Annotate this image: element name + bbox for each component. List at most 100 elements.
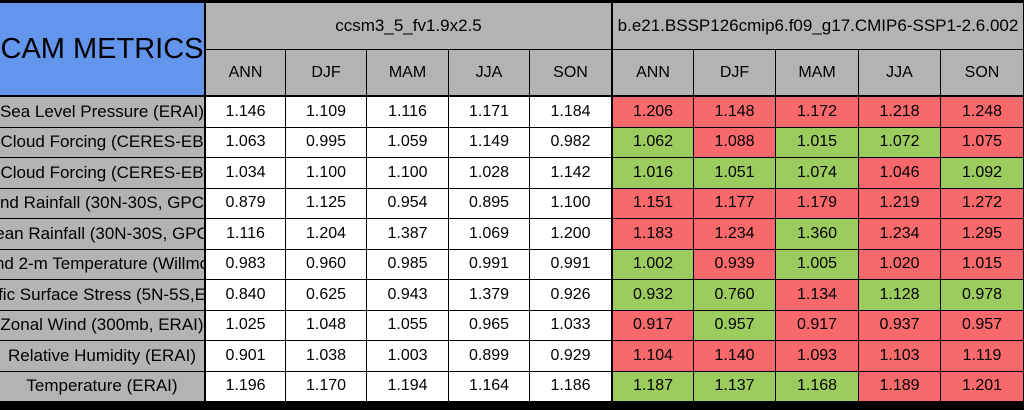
value-cell: 1.116 (205, 219, 286, 250)
value-cell: 1.104 (612, 341, 694, 372)
value-cell: 1.055 (367, 310, 449, 341)
value-cell: 1.069 (449, 219, 530, 250)
value-cell: 1.015 (941, 249, 1024, 280)
season-header-ann: ANN (205, 50, 286, 97)
value-cell: 1.272 (941, 188, 1024, 219)
value-cell: 1.048 (286, 310, 367, 341)
value-cell: 1.059 (367, 127, 449, 158)
value-cell: 0.995 (286, 127, 367, 158)
value-cell: 1.248 (941, 97, 1024, 128)
value-cell: 1.051 (694, 158, 776, 189)
value-cell: 1.219 (859, 188, 941, 219)
value-cell: 1.142 (530, 158, 612, 189)
value-cell: 1.088 (694, 127, 776, 158)
row-label: Sea Level Pressure (ERAI) (0, 97, 205, 128)
value-cell: 1.206 (612, 97, 694, 128)
value-cell: 1.119 (941, 341, 1024, 372)
value-cell: 0.932 (612, 280, 694, 311)
value-cell: 1.164 (449, 371, 530, 402)
value-cell: 1.033 (530, 310, 612, 341)
value-cell: 1.015 (776, 127, 859, 158)
value-cell: 1.234 (859, 219, 941, 250)
value-cell: 1.187 (612, 371, 694, 402)
season-header-ann: ANN (612, 50, 694, 97)
value-cell: 1.295 (941, 219, 1024, 250)
value-cell: 1.134 (776, 280, 859, 311)
value-cell: 1.170 (286, 371, 367, 402)
season-header-son: SON (941, 50, 1024, 97)
value-cell: 0.840 (205, 280, 286, 311)
value-cell: 0.978 (941, 280, 1024, 311)
value-cell: 0.917 (612, 310, 694, 341)
value-cell: 1.005 (776, 249, 859, 280)
value-cell: 1.234 (694, 219, 776, 250)
model1-header: ccsm3_5_fv1.9x2.5 (205, 3, 612, 50)
value-cell: 0.899 (449, 341, 530, 372)
value-cell: 1.201 (941, 371, 1024, 402)
value-cell: 1.003 (367, 341, 449, 372)
value-cell: 1.002 (612, 249, 694, 280)
season-header-son: SON (530, 50, 612, 97)
value-cell: 1.171 (449, 97, 530, 128)
value-cell: 1.028 (449, 158, 530, 189)
value-cell: 1.038 (286, 341, 367, 372)
value-cell: 1.100 (530, 188, 612, 219)
value-cell: 1.179 (776, 188, 859, 219)
model2-header: b.e21.BSSP126cmip6.f09_g17.CMIP6-SSP1-2.… (612, 3, 1024, 50)
value-cell: 0.879 (205, 188, 286, 219)
value-cell: 0.760 (694, 280, 776, 311)
row-label: Cloud Forcing (CERES-EB (0, 158, 205, 189)
value-cell: 0.937 (859, 310, 941, 341)
value-cell: 0.926 (530, 280, 612, 311)
value-cell: 1.387 (367, 219, 449, 250)
value-cell: 0.901 (205, 341, 286, 372)
value-cell: 0.954 (367, 188, 449, 219)
row-label: Relative Humidity (ERAI) (0, 341, 205, 372)
season-header-mam: MAM (367, 50, 449, 97)
value-cell: 1.204 (286, 219, 367, 250)
value-cell: 0.985 (367, 249, 449, 280)
value-cell: 1.062 (612, 127, 694, 158)
value-cell: 1.116 (367, 97, 449, 128)
value-cell: 0.625 (286, 280, 367, 311)
row-label: nd Rainfall (30N-30S, GPC (0, 188, 205, 219)
value-cell: 1.025 (205, 310, 286, 341)
value-cell: 1.360 (776, 219, 859, 250)
value-cell: 1.092 (941, 158, 1024, 189)
value-cell: 1.100 (286, 158, 367, 189)
value-cell: 0.960 (286, 249, 367, 280)
row-label: fic Surface Stress (5N-5S,E (0, 280, 205, 311)
row-label: Zonal Wind (300mb, ERAI) (0, 310, 205, 341)
value-cell: 0.895 (449, 188, 530, 219)
value-cell: 0.983 (205, 249, 286, 280)
row-label: Cloud Forcing (CERES-EB (0, 127, 205, 158)
value-cell: 0.957 (694, 310, 776, 341)
value-cell: 1.172 (776, 97, 859, 128)
value-cell: 1.218 (859, 97, 941, 128)
row-label: Temperature (ERAI) (0, 371, 205, 402)
value-cell: 1.137 (694, 371, 776, 402)
value-cell: 1.100 (367, 158, 449, 189)
value-cell: 0.991 (530, 249, 612, 280)
value-cell: 1.046 (859, 158, 941, 189)
value-cell: 0.957 (941, 310, 1024, 341)
value-cell: 0.965 (449, 310, 530, 341)
value-cell: 1.140 (694, 341, 776, 372)
value-cell: 0.991 (449, 249, 530, 280)
season-header-djf: DJF (286, 50, 367, 97)
value-cell: 1.186 (530, 371, 612, 402)
season-header-jja: JJA (449, 50, 530, 97)
season-header-djf: DJF (694, 50, 776, 97)
value-cell: 1.194 (367, 371, 449, 402)
table-title: CAM METRICS (0, 3, 205, 97)
value-cell: 0.939 (694, 249, 776, 280)
value-cell: 1.146 (205, 97, 286, 128)
value-cell: 1.034 (205, 158, 286, 189)
row-label: nd 2-m Temperature (Willmo (0, 249, 205, 280)
value-cell: 1.125 (286, 188, 367, 219)
value-cell: 1.183 (612, 219, 694, 250)
value-cell: 1.016 (612, 158, 694, 189)
value-cell: 0.943 (367, 280, 449, 311)
season-header-jja: JJA (859, 50, 941, 97)
